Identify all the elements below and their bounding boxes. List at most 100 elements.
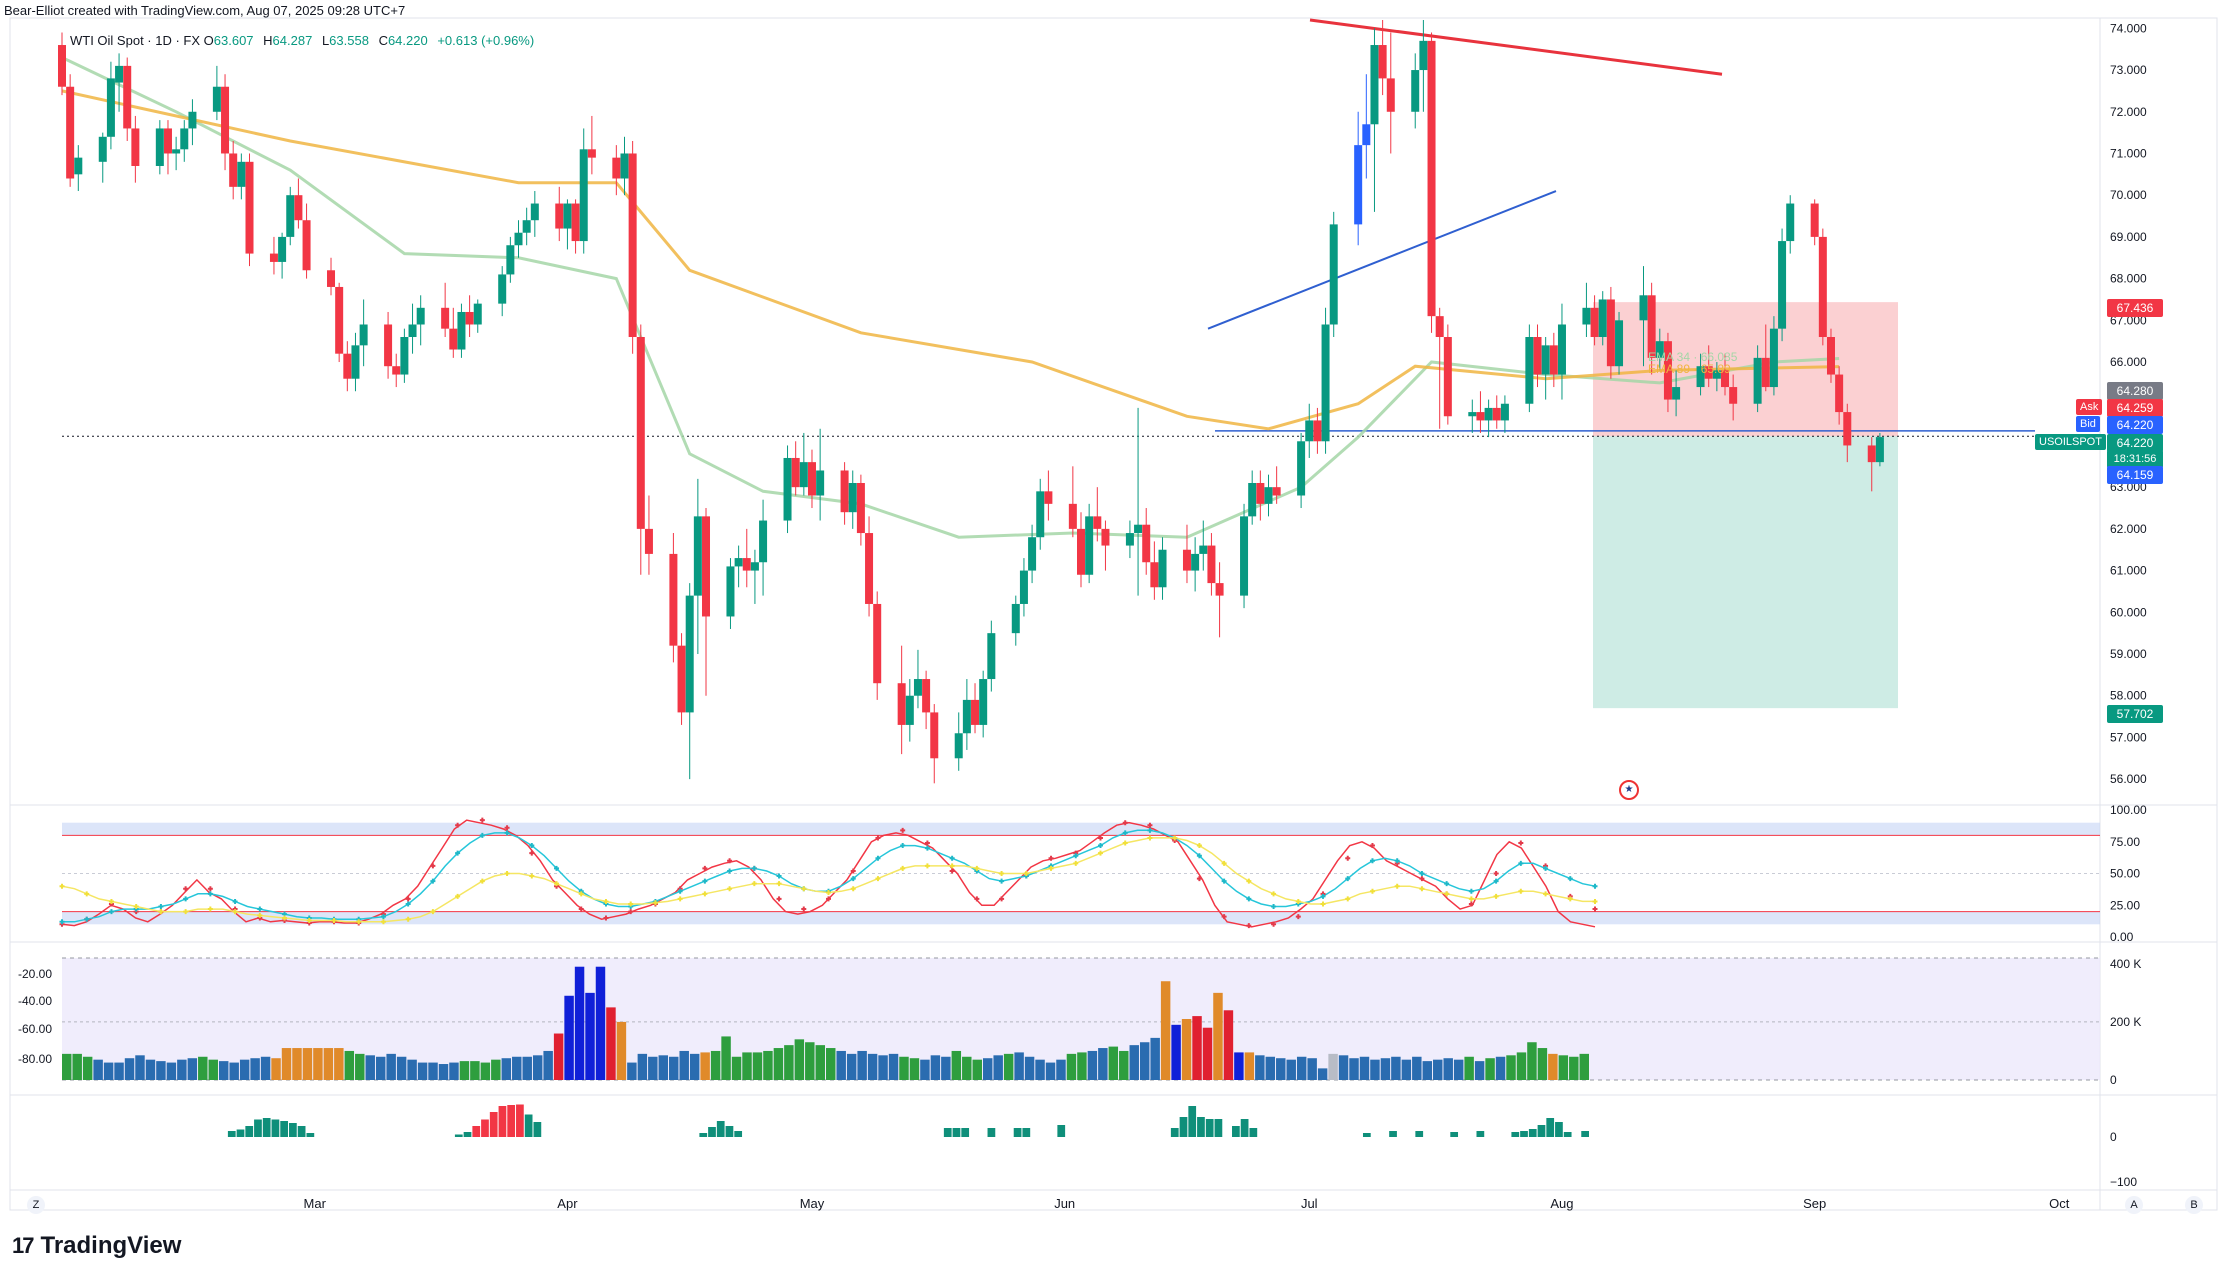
oscillator-cross-yellow [999, 871, 1005, 876]
volume-bar [1066, 1053, 1077, 1080]
candle-body [1207, 545, 1216, 584]
oscillator-cross-yellow [652, 900, 658, 906]
candle-body [131, 128, 140, 166]
histogram-bar [472, 1126, 481, 1137]
symbol-legend[interactable]: WTI Oil Spot · 1D · FX O63.607 H64.287 L… [70, 33, 534, 48]
volume-bar [1527, 1042, 1537, 1080]
volume-bar [1391, 1056, 1401, 1080]
oscillator-cross-blue [702, 878, 708, 884]
oscillator-cross-yellow [1246, 878, 1252, 884]
candle-body [1264, 487, 1273, 504]
histogram-bar [725, 1126, 734, 1137]
oscillator-cross-red [974, 896, 980, 902]
oscillator-cross-blue [455, 850, 461, 856]
ema34-line [61, 56, 1840, 539]
histogram-bar [1205, 1119, 1214, 1137]
candle-body [522, 220, 531, 233]
oscillator-cross-red [1221, 914, 1227, 920]
volume-bar [585, 992, 595, 1080]
histogram-bar [289, 1123, 297, 1137]
oscillator-cross-red [1345, 855, 1351, 861]
volume-bar [993, 1055, 1003, 1080]
ema89-line [61, 89, 1840, 431]
histogram-bar [1546, 1118, 1555, 1137]
volume-bar [302, 1048, 313, 1080]
histogram-bar [961, 1128, 970, 1137]
osc-tick-label: 0.00 [2110, 930, 2134, 944]
candle-body [865, 533, 874, 604]
histogram-bar [708, 1127, 716, 1137]
oscillator-cross-yellow [1147, 835, 1153, 841]
auto-scale-button[interactable]: A [2125, 1196, 2143, 1214]
ema34-label: EMA 34 · 66.085 [1648, 350, 1738, 364]
volume-bar [773, 1048, 784, 1080]
oscillator-cross-blue [1518, 860, 1524, 866]
oscillator-cross-blue [1221, 878, 1227, 884]
oscillator-cross-blue [1271, 904, 1277, 910]
candle-body [1541, 345, 1550, 375]
candle-body [286, 195, 295, 237]
oscillator-cross-blue [1543, 865, 1549, 871]
volume-bar [1098, 1048, 1108, 1080]
time-tick-label: Sep [1803, 1196, 1826, 1211]
time-tick-label: Aug [1550, 1196, 1573, 1211]
candle-body [759, 520, 768, 563]
oscillator-cross-yellow [1320, 901, 1326, 907]
histogram-bar [1555, 1122, 1563, 1137]
price-tick-label: 61.000 [2110, 564, 2147, 578]
axis-zoom-button[interactable]: Z [27, 1196, 45, 1214]
volume-bar [1516, 1052, 1527, 1080]
volume-bar [805, 1042, 815, 1080]
volume-bar [1087, 1050, 1098, 1080]
candle-body [873, 603, 882, 684]
candle-body [1248, 482, 1257, 517]
oscillator-cross-yellow [727, 886, 733, 892]
oscillator-cross-yellow [380, 919, 386, 925]
volume-bar [1035, 1059, 1045, 1080]
volume-bar [815, 1045, 825, 1080]
volume-bar [1265, 1056, 1276, 1080]
candle-body [74, 157, 83, 175]
candle-body [750, 562, 759, 571]
oscillator-cross-red [1122, 820, 1128, 826]
oscillator-cross-blue [554, 865, 560, 871]
oscillator-cross-yellow [356, 919, 362, 925]
candle-body [335, 286, 344, 354]
candle-body [212, 86, 221, 112]
volume-bar [82, 1056, 93, 1080]
candle-body [1818, 236, 1827, 338]
oscillator-cross-blue [1073, 853, 1079, 859]
us-flag-icon[interactable]: ★ [1619, 780, 1639, 800]
price-tick-label: 72.000 [2110, 105, 2147, 119]
volume-bar [1558, 1055, 1569, 1080]
volume-bar [606, 1007, 616, 1080]
candle-body [1240, 516, 1249, 596]
candle-body [1468, 412, 1477, 417]
candle-body [1549, 345, 1558, 375]
time-tick-label: Jun [1054, 1196, 1075, 1211]
oscillator-cross-yellow [924, 863, 930, 869]
candle-body [1590, 307, 1599, 338]
volume-bar [72, 1053, 82, 1080]
candle-body [905, 695, 914, 725]
overbought-band [62, 822, 2100, 836]
volume-bar [292, 1048, 302, 1080]
oscillator-cross-blue [183, 896, 189, 902]
candle-body [987, 633, 996, 680]
candle-body [1427, 40, 1436, 317]
volume-bar [700, 1052, 710, 1080]
volume-bar [982, 1058, 993, 1080]
volume-bar [449, 1062, 459, 1080]
time-tick-label: Apr [557, 1196, 578, 1211]
oscillator-cross-blue [232, 898, 238, 904]
volume-bar [417, 1062, 428, 1080]
candle-body [1606, 299, 1615, 367]
histogram-bar [271, 1119, 280, 1137]
high-label: H [263, 33, 273, 48]
tradingview-brand[interactable]: 17 TradingView [12, 1232, 181, 1260]
candle-body [506, 245, 515, 275]
log-scale-button[interactable]: B [2185, 1196, 2203, 1214]
volume-bar [177, 1059, 187, 1080]
volume-bar [1412, 1056, 1422, 1080]
